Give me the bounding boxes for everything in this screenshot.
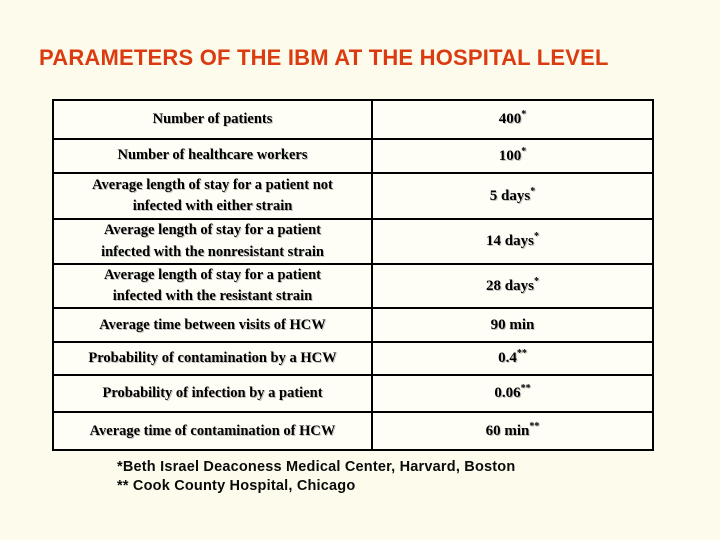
param-value: 0.4** <box>371 341 654 377</box>
parameters-table: Number of patients 400* Number of health… <box>52 99 654 452</box>
param-label: Average length of stay for a patient inf… <box>52 218 373 265</box>
value-text: 0.06 <box>494 385 521 402</box>
param-value: 14 days* <box>371 218 654 265</box>
param-label: Average length of stay for a patient not… <box>52 172 373 220</box>
param-label: Probability of infection by a patient <box>52 374 373 414</box>
table-row: Number of healthcare workers 100* <box>52 138 654 174</box>
table-row: Average length of stay for a patient inf… <box>52 218 654 265</box>
param-value: 60 min** <box>371 411 654 452</box>
value-text: 90 min <box>490 316 535 333</box>
table-row: Probability of infection by a patient 0.… <box>52 374 654 414</box>
table-row: Average time between visits of HCW 90 mi… <box>52 307 654 344</box>
param-label: Number of patients <box>52 99 373 140</box>
param-label: Average time of contamination of HCW <box>52 411 373 452</box>
param-label: Average time between visits of HCW <box>52 307 373 344</box>
value-text: 400 <box>498 111 522 127</box>
slide-title: PARAMETERS OF THE IBM AT THE HOSPITAL LE… <box>39 45 609 70</box>
param-value: 90 min <box>371 307 654 344</box>
footnote-marker: * <box>533 231 539 242</box>
param-value: 5 days* <box>371 172 654 220</box>
footnote-marker: * <box>533 275 539 287</box>
table-row: Average time of contamination of HCW 60 … <box>52 411 654 452</box>
footnotes: *Beth Israel Deaconess Medical Center, H… <box>117 458 515 495</box>
param-value: 400* <box>371 99 654 140</box>
param-label: Number of healthcare workers <box>52 138 373 174</box>
value-text: 100 <box>498 147 522 164</box>
param-label: Average length of stay for a patient inf… <box>52 262 373 310</box>
table-row: Average length of stay for a patient inf… <box>52 262 654 310</box>
parameters-table-body: Number of patients 400* Number of health… <box>52 99 654 452</box>
value-text: 14 days <box>486 233 534 249</box>
param-value: 28 days* <box>371 262 654 310</box>
table-row: Average length of stay for a patient not… <box>52 172 654 220</box>
footnote-marker: * <box>530 185 536 197</box>
param-label: Probability of contamination by a HCW <box>52 341 373 377</box>
table-row: Number of patients 400* <box>52 99 654 140</box>
footnote-marker: * <box>521 109 527 120</box>
footnote-line-1: *Beth Israel Deaconess Medical Center, H… <box>117 459 516 475</box>
value-text: 0.4 <box>498 350 517 367</box>
footnote-line-2: ** Cook County Hospital, Chicago <box>117 477 356 494</box>
footnote-marker: * <box>521 145 527 157</box>
footnote-marker: ** <box>529 420 540 432</box>
value-text: 5 days <box>489 187 531 204</box>
value-text: 28 days <box>486 277 534 294</box>
param-value: 100* <box>371 138 654 174</box>
footnote-marker: ** <box>520 383 531 395</box>
value-text: 60 min <box>485 422 530 439</box>
param-value: 0.06** <box>371 374 654 414</box>
footnote-marker: ** <box>516 348 527 360</box>
table-row: Probability of contamination by a HCW 0.… <box>52 341 654 377</box>
